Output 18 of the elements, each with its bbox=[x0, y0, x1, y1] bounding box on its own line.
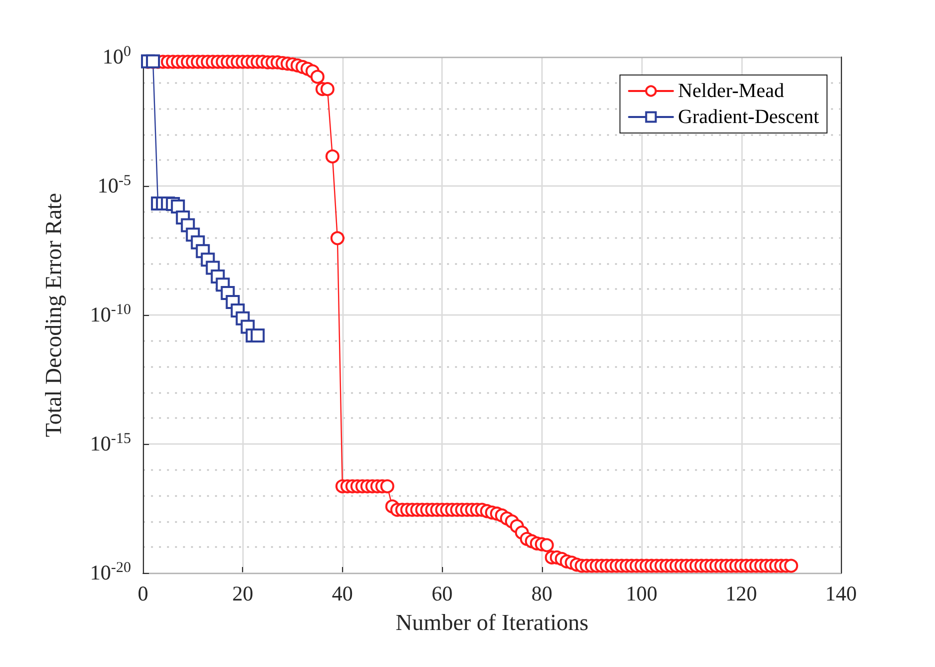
x-tick-label: 100 bbox=[626, 582, 658, 606]
x-tick-label: 20 bbox=[232, 582, 254, 606]
y-tick-label: 10$^{0}$ bbox=[102, 44, 131, 68]
x-tick-label: 60 bbox=[432, 582, 453, 606]
x-tick-label: 0 bbox=[138, 582, 148, 606]
x-axis-title: Number of Iterations bbox=[396, 610, 588, 635]
legend-label: Nelder-Mead bbox=[678, 80, 784, 102]
y-tick-label: 10$^{-15}$ bbox=[90, 431, 131, 456]
y-tick-label: 10$^{-5}$ bbox=[98, 173, 131, 198]
x-tick-label: 120 bbox=[726, 582, 758, 606]
y-tick-label: 10$^{-10}$ bbox=[90, 302, 131, 326]
x-tick-label: 140 bbox=[825, 582, 857, 606]
point bbox=[250, 328, 265, 343]
y-tick-label: 10$^{-20}$ bbox=[90, 560, 131, 584]
x-tick-label: 80 bbox=[531, 582, 552, 606]
legend-label: Gradient-Descent bbox=[678, 106, 820, 128]
x-tick-label: 40 bbox=[332, 582, 353, 606]
y-axis-title: Total Decoding Error Rate bbox=[41, 192, 66, 438]
